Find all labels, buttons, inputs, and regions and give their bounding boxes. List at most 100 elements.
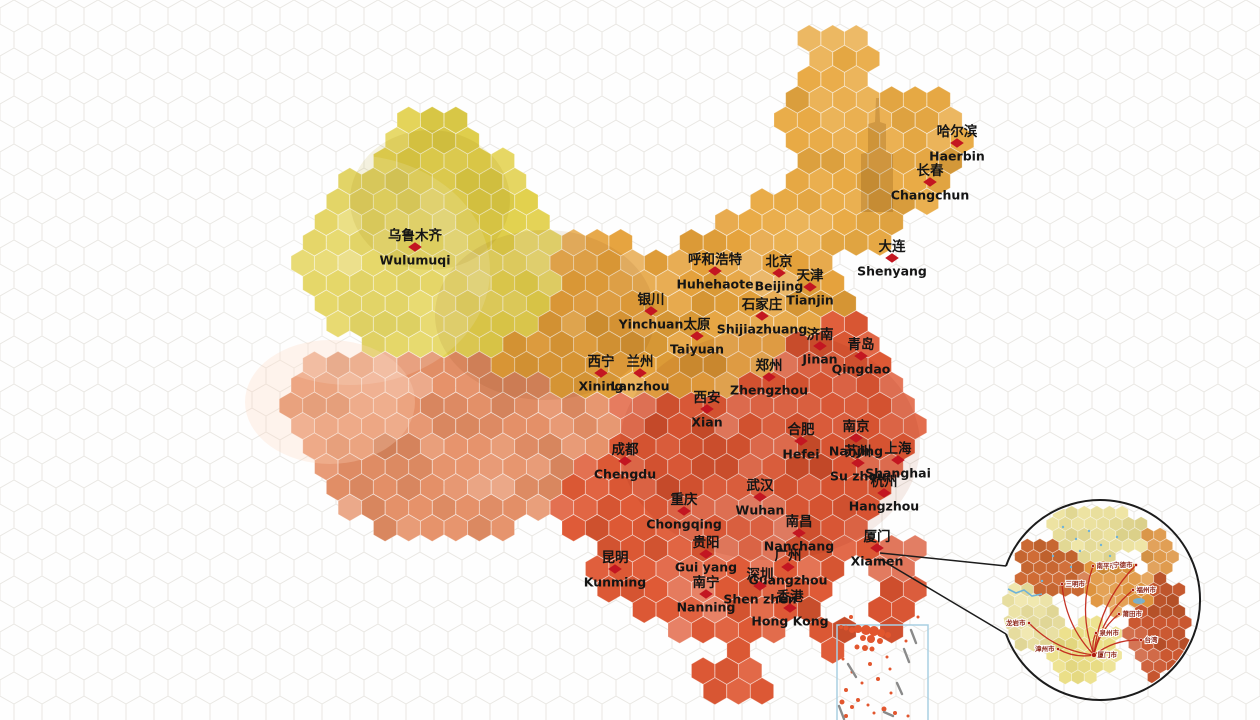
city-marker-xian[interactable]: 西安 Xian — [691, 389, 722, 430]
city-marker-kunming[interactable]: 昆明 Kunming — [584, 550, 646, 590]
city-marker-shen-zhen[interactable]: 深圳 Shen zhen — [723, 566, 796, 607]
texture-overlay — [245, 340, 415, 464]
city-diamond-icon — [608, 564, 622, 574]
city-diamond-icon — [408, 242, 422, 252]
city-marker-tianjin[interactable]: 天津 Tianjin — [786, 267, 834, 308]
city-marker-nanjing[interactable]: 南京 Nanjing — [829, 418, 883, 459]
city-marker-wulumuqi[interactable]: 乌鲁木齐 Wulumuqi — [379, 227, 450, 268]
city-label-cn: 成都 — [612, 441, 640, 458]
city-marker-xining[interactable]: 西宁 Xining — [579, 353, 624, 394]
city-marker-changchun[interactable]: 长春 Changchun — [891, 162, 969, 203]
city-marker-xiamen[interactable]: 厦门 Xiamen — [851, 528, 904, 569]
city-marker-haerbin[interactable]: 哈尔滨 Haerbin — [929, 123, 985, 164]
city-marker-nanning[interactable]: 南宁 Nanning — [677, 574, 736, 615]
city-label-en: Kunming — [584, 575, 646, 590]
city-marker-yinchuan[interactable]: 银川 Yinchuan — [618, 291, 684, 332]
inset-city-label: 台湾 — [1145, 635, 1159, 644]
inset-city-label: 宁德市 — [1113, 560, 1133, 569]
city-label-cn: 太原 — [684, 316, 712, 333]
city-label-cn: 贵阳 — [693, 534, 720, 551]
inset-city-hub: 厦门市 — [1091, 649, 1119, 660]
inset-city-marker: 福州市 — [1131, 584, 1158, 595]
city-label-en: Jinan — [801, 352, 837, 367]
city-label-en: Wuhan — [736, 503, 785, 518]
city-label-en: Yinchuan — [618, 317, 684, 332]
city-diamond-icon — [950, 138, 964, 148]
city-diamond-icon — [885, 253, 899, 263]
scs-nine-dash-segment — [909, 628, 918, 645]
inset-city-label: 漳州市 — [1035, 644, 1055, 653]
city-label-cn: 天津 — [797, 267, 825, 284]
city-marker-hangzhou[interactable]: 杭州 Hangzhou — [849, 473, 919, 514]
inset-river — [1007, 588, 1043, 597]
inset-city-dot — [1131, 588, 1135, 592]
city-label-cn: 长春 — [917, 162, 945, 179]
city-label-en: Tianjin — [786, 293, 834, 308]
city-marker-shenyang[interactable]: 大连 Shenyang — [857, 238, 927, 279]
city-label-cn: 上海 — [885, 440, 913, 457]
city-marker-huhehaote[interactable]: 呼和浩特 Huhehaote — [676, 251, 753, 292]
scs-island-dot — [868, 662, 872, 666]
scs-island-dot — [849, 627, 855, 633]
city-marker-chengdu[interactable]: 成都 Chengdu — [594, 441, 656, 482]
flight-line — [1093, 613, 1120, 656]
scs-island-dot — [843, 625, 849, 631]
city-label-en: Su zhou — [830, 469, 886, 484]
city-marker-hefei[interactable]: 合肥 Hefei — [782, 421, 819, 462]
scs-island-dot — [856, 698, 860, 702]
city-label-en: Changchun — [891, 188, 969, 203]
city-diamond-icon — [849, 433, 863, 443]
texture-overlay — [350, 130, 510, 270]
city-label-cn: 哈尔滨 — [937, 123, 978, 140]
city-marker-taiyuan[interactable]: 太原 Taiyuan — [670, 316, 724, 357]
city-label-en: Hong Kong — [751, 614, 828, 629]
scs-island-dot — [869, 626, 879, 636]
scs-island-dot — [866, 703, 870, 707]
city-marker-nanchang[interactable]: 南昌 Nanchang — [764, 513, 834, 554]
scs-island-dot — [867, 635, 875, 643]
city-label-en: Wulumuqi — [379, 253, 450, 268]
city-marker-qingdao[interactable]: 青岛 Qingdao — [832, 336, 891, 377]
city-diamond-icon — [618, 456, 632, 466]
city-marker-zhengzhou[interactable]: 郑州 Zhengzhou — [730, 357, 808, 398]
city-diamond-icon — [854, 351, 868, 361]
scs-island-dot — [860, 681, 864, 685]
city-label-en: Qingdao — [832, 362, 891, 377]
inset-water-dot — [1051, 554, 1055, 558]
city-label-en: Chongqing — [646, 517, 722, 532]
scs-island-dot — [877, 638, 883, 644]
photo-texture-overlays — [210, 98, 920, 560]
inset-city-marker: 龙岩市 — [1004, 617, 1031, 628]
city-marker-guangzhou[interactable]: 广州 Guangzhou — [748, 547, 827, 588]
scs-island-dot — [889, 691, 893, 695]
south-china-sea-inset — [836, 615, 929, 720]
city-marker-gui-yang[interactable]: 贵阳 Gui yang — [675, 534, 737, 575]
city-label-en: Shenyang — [857, 264, 927, 279]
scs-island-dot — [839, 699, 845, 705]
city-label-en: Hefei — [782, 447, 819, 462]
city-marker-shanghai[interactable]: 上海 Shanghai — [865, 440, 931, 481]
city-marker-su-zhou[interactable]: 苏州 Su zhou — [830, 443, 886, 484]
inset-city-marker: 泉州市 — [1094, 627, 1121, 638]
scs-island-dot — [885, 655, 889, 659]
inset-city-marker: 台湾 — [1139, 634, 1159, 645]
city-marker-jinan[interactable]: 济南 Jinan — [801, 326, 837, 367]
city-label-cn: 广州 — [775, 547, 802, 564]
inset-city-dot — [1094, 631, 1098, 635]
city-label-cn: 济南 — [807, 326, 834, 343]
city-label-en: Lanzhou — [611, 379, 670, 394]
city-marker-wuhan[interactable]: 武汉 Wuhan — [736, 477, 785, 518]
city-marker-beijing[interactable]: 北京 Beijing — [755, 253, 804, 294]
scs-island-dot — [861, 625, 871, 635]
scs-island-dot — [849, 615, 853, 619]
city-diamond-icon — [813, 341, 827, 351]
city-marker-hong-kong[interactable]: 香港 Hong Kong — [751, 588, 828, 629]
scs-island-dot — [881, 706, 887, 712]
scs-island-dot — [841, 657, 845, 661]
city-label-en: Shijiazhuang — [717, 322, 808, 337]
city-label-en: Guangzhou — [748, 573, 827, 588]
city-label-en: Gui yang — [675, 560, 737, 575]
city-marker-shijiazhuang[interactable]: 石家庄 Shijiazhuang — [717, 296, 808, 337]
city-marker-lanzhou[interactable]: 兰州 Lanzhou — [611, 353, 670, 394]
city-marker-chongqing[interactable]: 重庆 Chongqing — [646, 491, 722, 532]
